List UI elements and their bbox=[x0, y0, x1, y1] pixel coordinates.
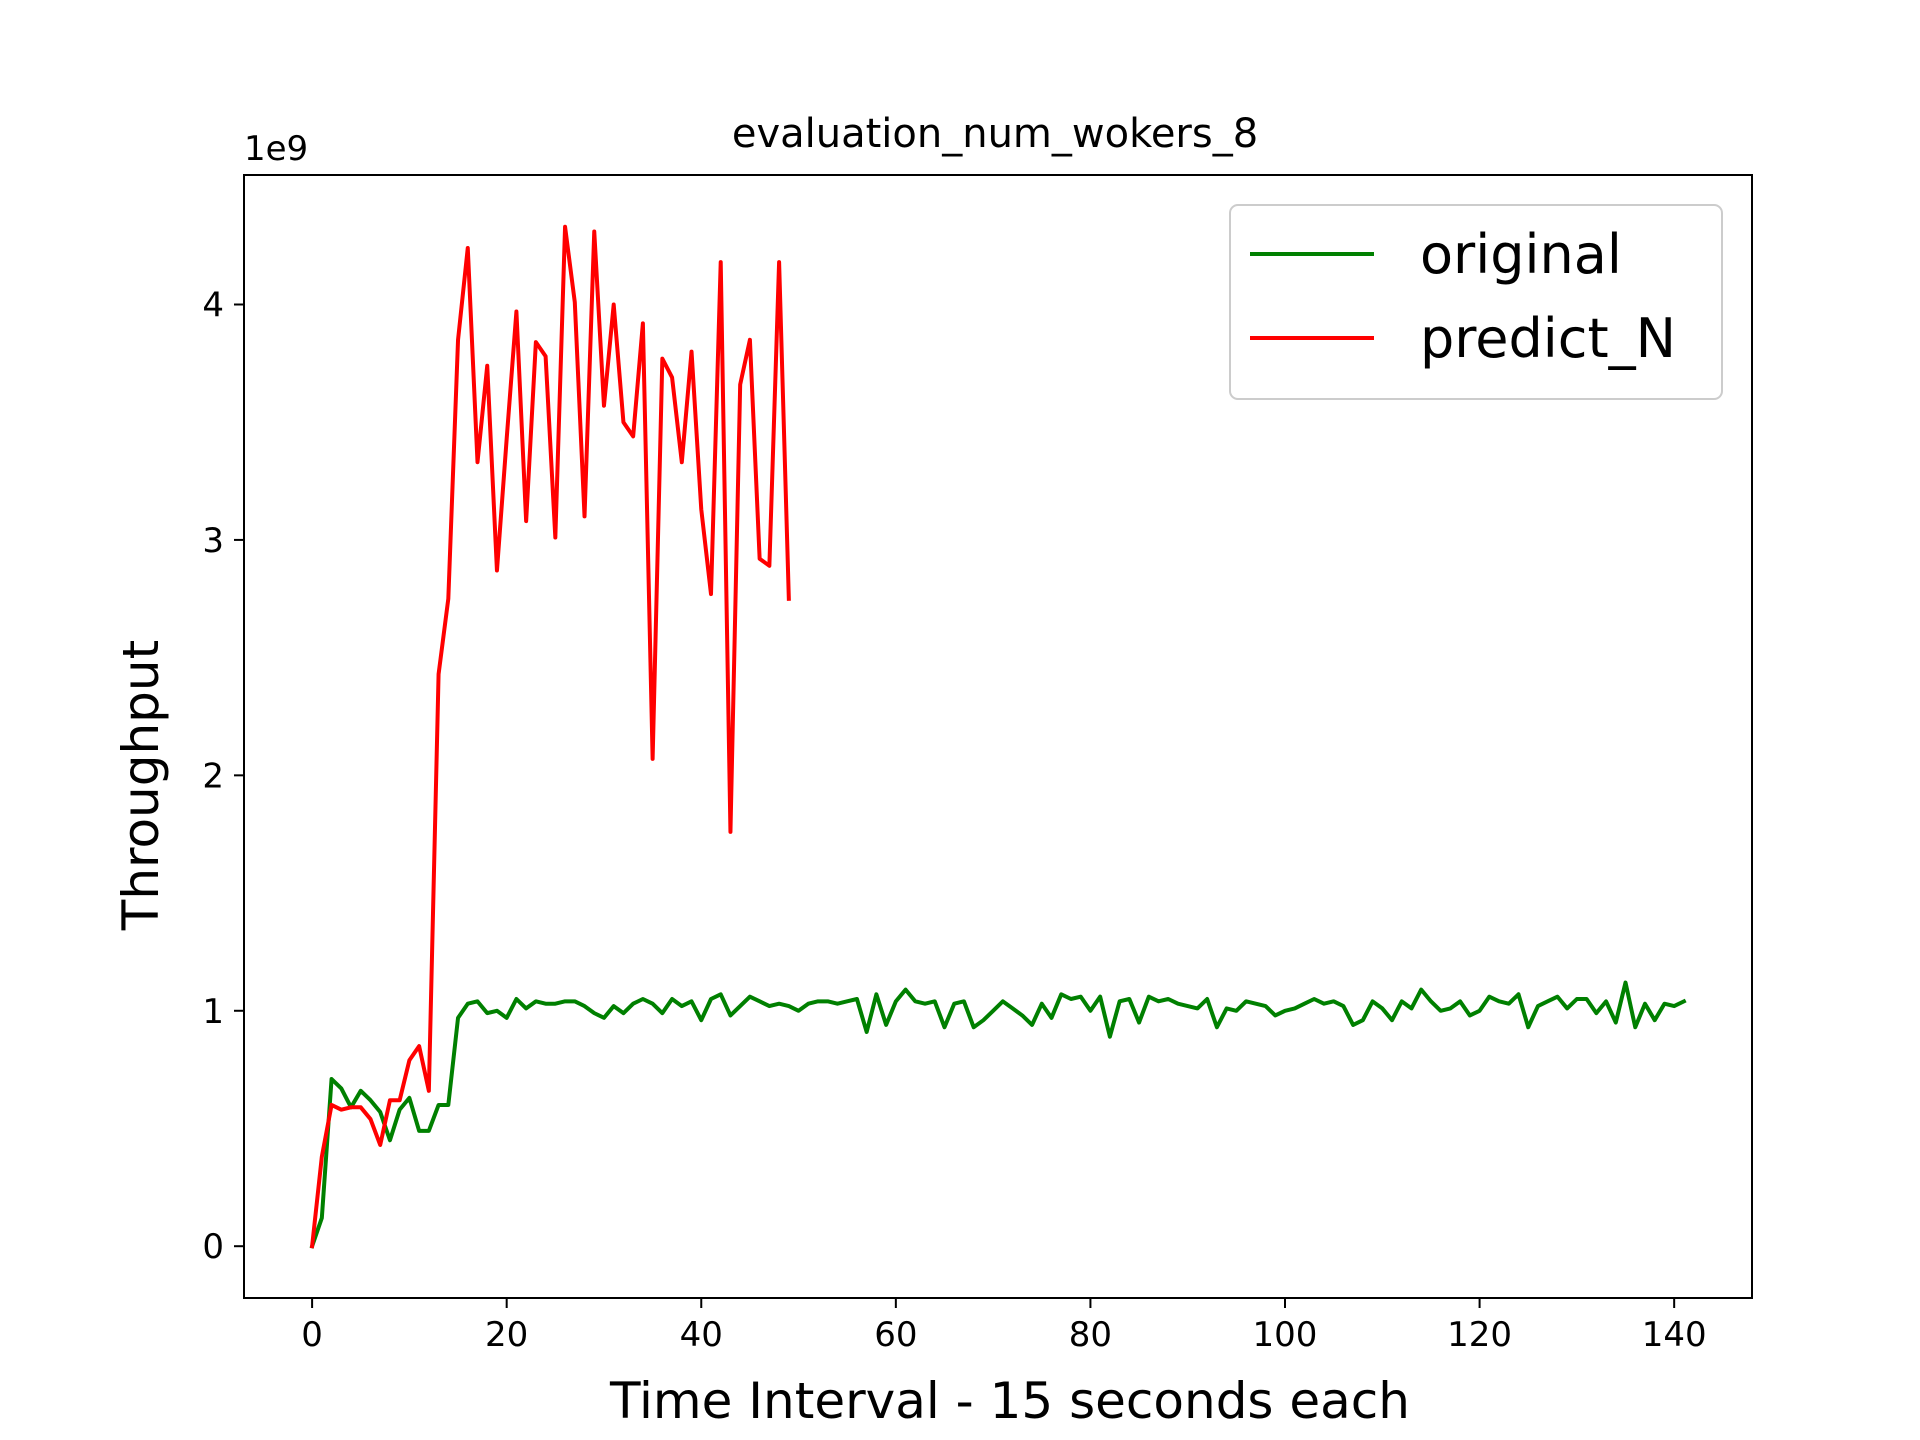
legend: original predict_N bbox=[1229, 204, 1723, 400]
x-tick-label: 140 bbox=[1642, 1315, 1707, 1355]
x-axis-title: Time Interval - 15 seconds each bbox=[609, 1372, 1410, 1430]
series-line-original bbox=[309, 980, 1687, 1249]
legend-label-original: original bbox=[1420, 223, 1622, 286]
y-tick-label: 2 bbox=[202, 756, 224, 796]
y-tick-label: 4 bbox=[202, 285, 224, 325]
y-tick-label: 1 bbox=[202, 992, 224, 1032]
x-tick-label: 60 bbox=[874, 1315, 917, 1355]
x-tick-label: 0 bbox=[301, 1315, 323, 1355]
x-tick-label: 20 bbox=[485, 1315, 528, 1355]
axes: 0 20 40 60 80 100 120 140 0 1 2 3 4 bbox=[202, 174, 1753, 1355]
plot-area bbox=[309, 224, 1687, 1249]
x-tick-label: 40 bbox=[680, 1315, 723, 1355]
x-tick-label: 100 bbox=[1253, 1315, 1318, 1355]
y-axis-title: Throughput bbox=[112, 640, 170, 931]
y-tick-label: 3 bbox=[202, 521, 224, 561]
plot-frame bbox=[243, 174, 1753, 1299]
legend-label-predict-n: predict_N bbox=[1420, 307, 1676, 370]
x-tick-label: 120 bbox=[1447, 1315, 1512, 1355]
x-tick-label: 80 bbox=[1069, 1315, 1112, 1355]
y-tick-label: 0 bbox=[202, 1227, 224, 1267]
y-axis-offset-label: 1e9 bbox=[244, 129, 308, 169]
series-line-predict-n bbox=[309, 224, 791, 1249]
chart-title: evaluation_num_wokers_8 bbox=[732, 111, 1258, 157]
